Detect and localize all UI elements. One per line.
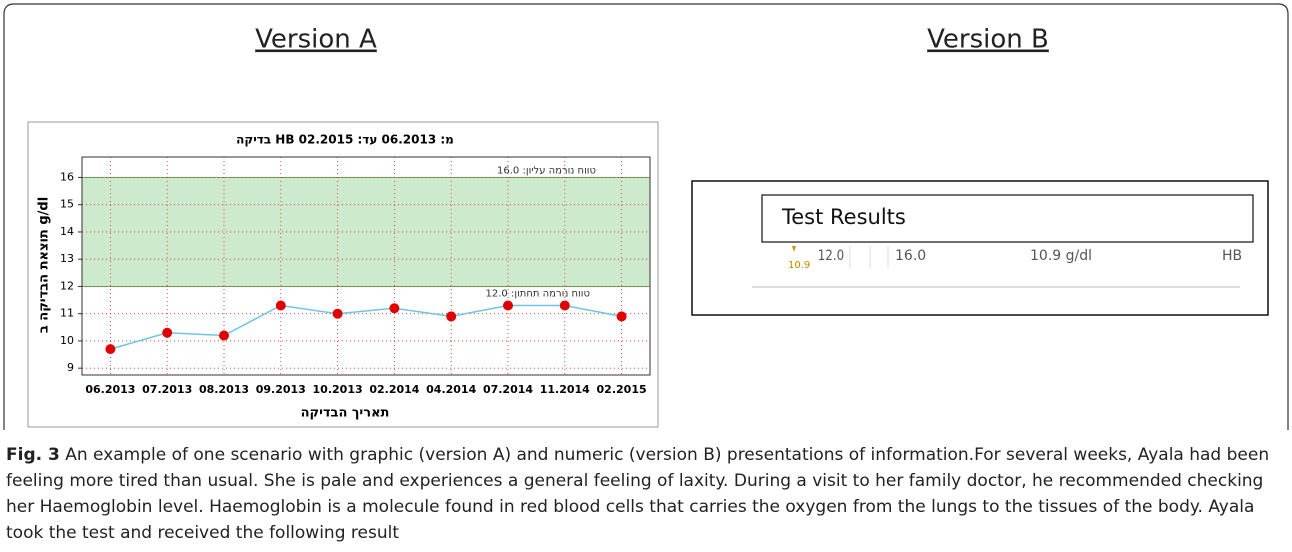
point [332, 308, 343, 319]
point [105, 344, 116, 355]
point [559, 300, 570, 311]
range-low: 12.0 [818, 248, 844, 264]
flag-value: 10.9 [788, 260, 810, 271]
y-tick-label: 16 [60, 170, 74, 183]
y-tick-label: 11 [60, 307, 74, 320]
x-tick-label: 09.2013 [256, 383, 306, 396]
figure: Version A Version B בדיקה HB מ: 06.2013 … [3, 3, 1289, 430]
y-tick-label: 9 [67, 361, 74, 374]
range-high: 16.0 [895, 248, 926, 264]
point [446, 311, 457, 322]
point [219, 330, 229, 341]
caption-label: Fig. 3 [6, 445, 60, 465]
x-tick-label: 08.2013 [199, 383, 249, 396]
version-b-title: Version B [927, 25, 1049, 55]
result-header-box [761, 194, 1254, 243]
x-tick-label: 04.2014 [426, 383, 476, 396]
x-tick-label: 02.2014 [369, 383, 419, 396]
result-value: 10.9 g/dl [1030, 248, 1092, 264]
upper-range-label: טווח נורמה עליון: 16.0 [497, 165, 596, 176]
point [503, 300, 513, 311]
x-tick-label: 11.2014 [540, 383, 590, 396]
point [162, 327, 173, 338]
caption-text: An example of one scenario with graphic … [6, 445, 1270, 543]
point [616, 311, 627, 322]
y-tick-label: 13 [60, 252, 74, 265]
point [275, 300, 286, 311]
x-tick-label: 07.2014 [483, 383, 533, 396]
figure-border [3, 3, 1289, 430]
x-tick-label: 02.2015 [597, 383, 647, 396]
y-axis-label: תוצאת הבדיקה ב g/dl [37, 197, 52, 333]
point [389, 303, 400, 314]
caption: Fig. 3 An example of one scenario with g… [6, 442, 1286, 546]
x-tick-label: 07.2013 [142, 383, 192, 396]
line [110, 304, 622, 350]
x-tick-label: 10.2013 [313, 383, 363, 396]
y-tick-label: 12 [60, 279, 74, 292]
x-axis-label: תאריך הבדיקה [301, 406, 390, 421]
lower-range-label: טווח נורמה תחתון: 12.0 [486, 288, 590, 299]
version-a-title: Version A [255, 25, 377, 55]
y-tick-label: 10 [60, 334, 74, 347]
chart-title: בדיקה HB מ: 06.2013 עד: 02.2015 [236, 133, 454, 147]
result-header: Test Results [781, 205, 906, 229]
test-name: HB [1222, 248, 1242, 264]
chart-frame [27, 121, 659, 428]
x-tick-label: 06.2013 [85, 383, 135, 396]
y-tick-label: 15 [60, 198, 74, 211]
y-tick-label: 14 [60, 225, 74, 238]
flag-arrow [792, 246, 796, 252]
plot-border [81, 156, 651, 376]
